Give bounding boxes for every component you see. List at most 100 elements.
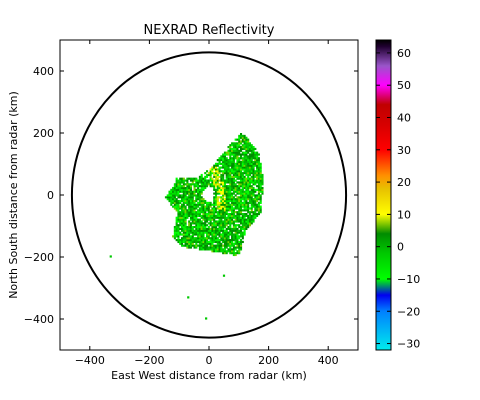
echo-cell	[243, 147, 246, 151]
echo-cell	[220, 155, 223, 158]
echo-cell	[175, 188, 178, 191]
echo-cell	[209, 240, 212, 244]
echo-cell	[214, 240, 218, 244]
plot-background	[60, 40, 358, 350]
echo-cell	[193, 183, 196, 186]
echo-cell	[189, 201, 193, 204]
echo-cell	[238, 172, 241, 175]
echo-cell	[223, 252, 226, 255]
echo-cell	[220, 170, 223, 173]
echo-cell	[168, 198, 171, 201]
echo-cell	[245, 157, 248, 160]
echo-cell	[227, 216, 230, 219]
echo-cell	[189, 212, 193, 216]
echo-cell	[211, 248, 214, 251]
echo-cell	[250, 185, 253, 188]
echo-cell	[204, 216, 207, 219]
echo-cell	[186, 227, 189, 231]
echo-cell	[252, 155, 255, 158]
echo-cell	[231, 149, 234, 152]
echo-cell	[218, 231, 221, 234]
echo-cell	[175, 226, 178, 229]
echo-cell	[180, 181, 184, 184]
echo-cell	[245, 192, 248, 195]
echo-cell	[207, 216, 210, 219]
echo-cell	[227, 209, 230, 212]
echo-cell	[245, 222, 248, 225]
echo-cell	[200, 179, 203, 182]
echo-cell	[229, 149, 232, 152]
echo-cell	[220, 173, 223, 177]
echo-cell	[225, 157, 228, 160]
echo-cell	[200, 248, 203, 251]
echo-cell	[182, 216, 185, 219]
colorbar-tick-label: 50	[397, 79, 411, 92]
echo-cell	[238, 166, 241, 169]
echo-cell	[239, 146, 243, 149]
echo-cell	[218, 201, 221, 204]
echo-cell	[177, 185, 180, 188]
echo-cell	[204, 227, 207, 231]
echo-cell	[225, 231, 228, 234]
echo-cell	[204, 224, 207, 227]
echo-cell	[193, 239, 196, 242]
echo-cell	[214, 194, 218, 197]
echo-cell	[177, 231, 180, 234]
echo-cell	[232, 177, 235, 180]
echo-cell	[195, 212, 198, 216]
echo-cell	[236, 252, 239, 255]
echo-cell	[232, 173, 235, 177]
echo-cell	[231, 198, 234, 201]
echo-cell	[195, 216, 198, 219]
echo-cell	[213, 233, 216, 236]
echo-cell	[261, 192, 264, 195]
echo-cell	[227, 248, 230, 251]
echo-cell	[191, 233, 194, 236]
echo-cell	[195, 205, 198, 208]
echo-cell	[202, 237, 205, 240]
range-ring	[70, 51, 348, 339]
echo-cell	[197, 235, 200, 238]
echo-cell	[182, 231, 185, 234]
colorbar-tick-label: −30	[397, 338, 420, 351]
echo-cell	[241, 183, 244, 186]
echo-cell	[229, 246, 232, 249]
echo-cell	[180, 177, 184, 180]
echo-cell	[177, 233, 180, 236]
echo-cell	[207, 218, 210, 221]
echo-cell	[231, 214, 234, 217]
echo-cell	[214, 226, 218, 229]
echo-cell	[239, 194, 243, 197]
echo-cell	[241, 172, 244, 175]
echo-cell	[182, 183, 185, 186]
echo-cell	[213, 250, 216, 253]
echo-cell	[232, 175, 235, 178]
echo-cell	[245, 201, 248, 204]
echo-cell	[200, 173, 203, 177]
echo-cell	[172, 186, 175, 190]
echo-cell	[222, 220, 225, 223]
echo-cell	[188, 177, 191, 180]
echo-cell	[220, 224, 223, 227]
echo-cell	[234, 235, 237, 238]
echo-cell	[207, 211, 210, 214]
echo-cell	[227, 185, 230, 188]
echo-cell	[250, 199, 253, 203]
echo-cell	[236, 149, 239, 152]
echo-cell	[234, 164, 237, 167]
echo-cell	[229, 157, 232, 160]
echo-cell	[254, 157, 257, 160]
echo-cell	[179, 185, 182, 188]
echo-cell	[193, 188, 196, 191]
echo-cell	[188, 190, 191, 193]
echo-cell	[234, 201, 237, 204]
echo-cell	[186, 246, 189, 249]
echo-cell	[250, 153, 253, 156]
echo-cell	[252, 186, 255, 190]
echo-cell	[188, 205, 191, 208]
echo-cell	[172, 194, 175, 197]
echo-cell	[189, 244, 193, 247]
echo-cell	[207, 235, 210, 238]
colorbar-tick-label: 40	[397, 112, 411, 125]
echo-cell	[207, 179, 210, 182]
